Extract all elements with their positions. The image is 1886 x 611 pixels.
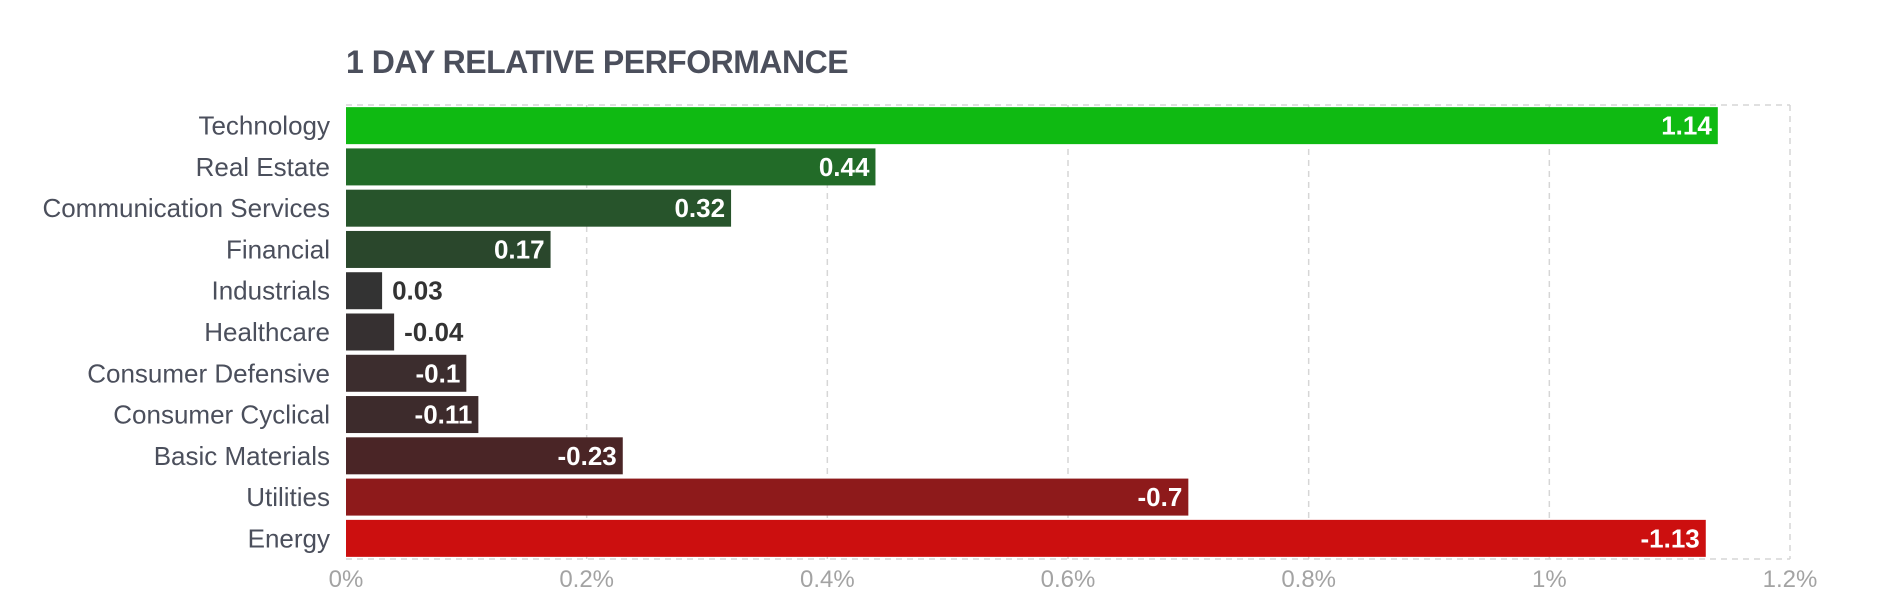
value-label: -0.1 (416, 358, 461, 388)
category-label: Real Estate (196, 152, 330, 182)
value-label: -0.04 (404, 317, 464, 347)
value-label: -0.23 (558, 441, 617, 471)
category-label: Utilities (246, 482, 330, 512)
value-label: 0.03 (392, 276, 443, 306)
category-label: Financial (226, 234, 330, 264)
value-label: -0.7 (1138, 482, 1183, 512)
x-tick-label: 0.6% (1041, 566, 1096, 593)
x-tick-label: 0.2% (559, 566, 614, 593)
x-tick-label: 0.8% (1281, 566, 1336, 593)
category-label: Energy (248, 523, 330, 553)
chart-title: 1 DAY RELATIVE PERFORMANCE (346, 44, 849, 80)
category-label: Technology (198, 111, 330, 141)
bar (346, 519, 1706, 557)
category-labels: Technology Real Estate Communication Servi… (42, 111, 330, 554)
value-labels: 1.14 0.44 0.32 0.17 0.03 -0.04 -0.1 -0.11 -0.23 -… (392, 111, 1712, 554)
bar (346, 354, 467, 392)
bar (346, 396, 479, 434)
bar (346, 148, 876, 186)
x-axis-ticks: 0% 0.2% 0.4% 0.6% 0.8% 1% 1.2% (329, 566, 1818, 593)
value-label: -0.11 (415, 400, 473, 430)
value-label: 1.14 (1661, 111, 1712, 141)
value-label: 0.32 (674, 193, 725, 223)
bar (346, 313, 395, 351)
bar (346, 272, 383, 310)
x-tick-label: 1% (1532, 566, 1567, 593)
x-tick-label: 0.4% (800, 566, 855, 593)
bar (346, 107, 1718, 145)
bar (346, 478, 1189, 516)
bar (346, 189, 732, 227)
category-label: Healthcare (204, 317, 330, 347)
value-label: 0.17 (494, 234, 545, 264)
category-label: Communication Services (42, 193, 330, 223)
bar (346, 437, 623, 475)
category-label: Industrials (212, 276, 331, 306)
bars (346, 107, 1718, 557)
bar (346, 230, 551, 268)
category-label: Basic Materials (154, 441, 330, 471)
value-label: 0.44 (819, 152, 870, 182)
x-tick-label: 1.2% (1763, 566, 1818, 593)
category-label: Consumer Cyclical (113, 400, 330, 430)
value-label: -1.13 (1641, 523, 1700, 553)
x-tick-label: 0% (329, 566, 364, 593)
category-label: Consumer Defensive (87, 358, 330, 388)
